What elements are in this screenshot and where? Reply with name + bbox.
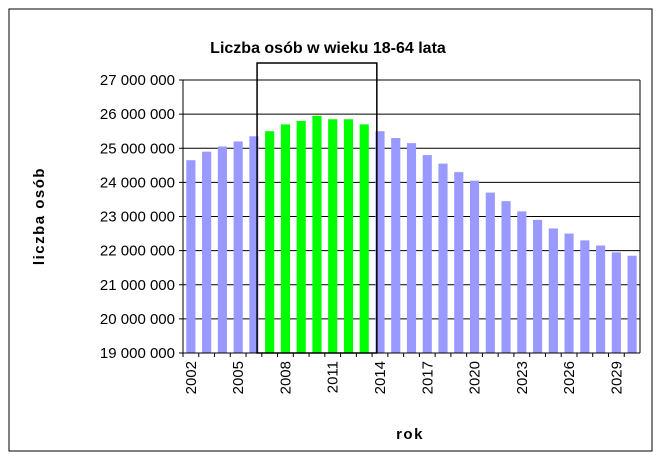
bar xyxy=(312,115,322,353)
bar xyxy=(406,143,417,353)
y-tick-label: 24 000 000 xyxy=(100,174,175,191)
bar xyxy=(596,245,606,353)
y-tick-label: 23 000 000 xyxy=(100,209,175,226)
x-tick-label: 2029 xyxy=(608,361,625,394)
bar xyxy=(485,192,495,353)
bar xyxy=(296,120,306,353)
highlight-box xyxy=(256,62,378,354)
x-tick-label: 2005 xyxy=(230,361,247,394)
x-tick-label: 2008 xyxy=(277,361,294,394)
bar xyxy=(501,201,511,353)
bar xyxy=(532,219,543,353)
y-tick-label: 25 000 000 xyxy=(100,140,175,157)
bar xyxy=(343,119,354,354)
bar xyxy=(202,151,212,353)
bar xyxy=(548,228,558,353)
y-tick-label: 20 000 000 xyxy=(100,311,175,328)
chart-title: Liczba osób w wieku 18-64 lata xyxy=(210,40,446,57)
bar xyxy=(375,131,385,353)
y-tick-label: 26 000 000 xyxy=(100,106,175,123)
bar xyxy=(328,119,338,354)
bar xyxy=(186,160,196,353)
bar xyxy=(564,233,574,353)
bar xyxy=(265,131,275,353)
y-tick-label: 21 000 000 xyxy=(100,277,175,294)
bar xyxy=(391,138,401,353)
bar xyxy=(469,180,480,353)
y-tick-label: 27 000 000 xyxy=(100,72,175,89)
bar xyxy=(422,155,432,353)
bar xyxy=(233,141,243,353)
bar xyxy=(249,136,259,353)
bar xyxy=(359,124,369,353)
bar xyxy=(280,124,291,353)
x-tick-label: 2020 xyxy=(467,361,484,394)
x-tick-label: 2011 xyxy=(325,361,342,393)
y-tick-label: 19 000 000 xyxy=(100,345,175,362)
bar xyxy=(438,163,448,353)
x-axis-title: rok xyxy=(396,426,424,443)
bar xyxy=(454,172,464,353)
bar xyxy=(611,252,621,353)
bar xyxy=(517,211,527,353)
x-tick-label: 2002 xyxy=(183,361,200,394)
x-tick-label: 2017 xyxy=(419,361,436,394)
bar xyxy=(580,240,590,353)
bar xyxy=(217,146,227,353)
x-tick-label: 2026 xyxy=(561,361,578,394)
y-axis-title: liczba osób xyxy=(31,167,48,265)
y-tick-label: 22 000 000 xyxy=(100,243,175,260)
x-tick-label: 2023 xyxy=(514,361,531,394)
bar xyxy=(627,255,637,353)
x-tick-label: 2014 xyxy=(372,361,389,394)
